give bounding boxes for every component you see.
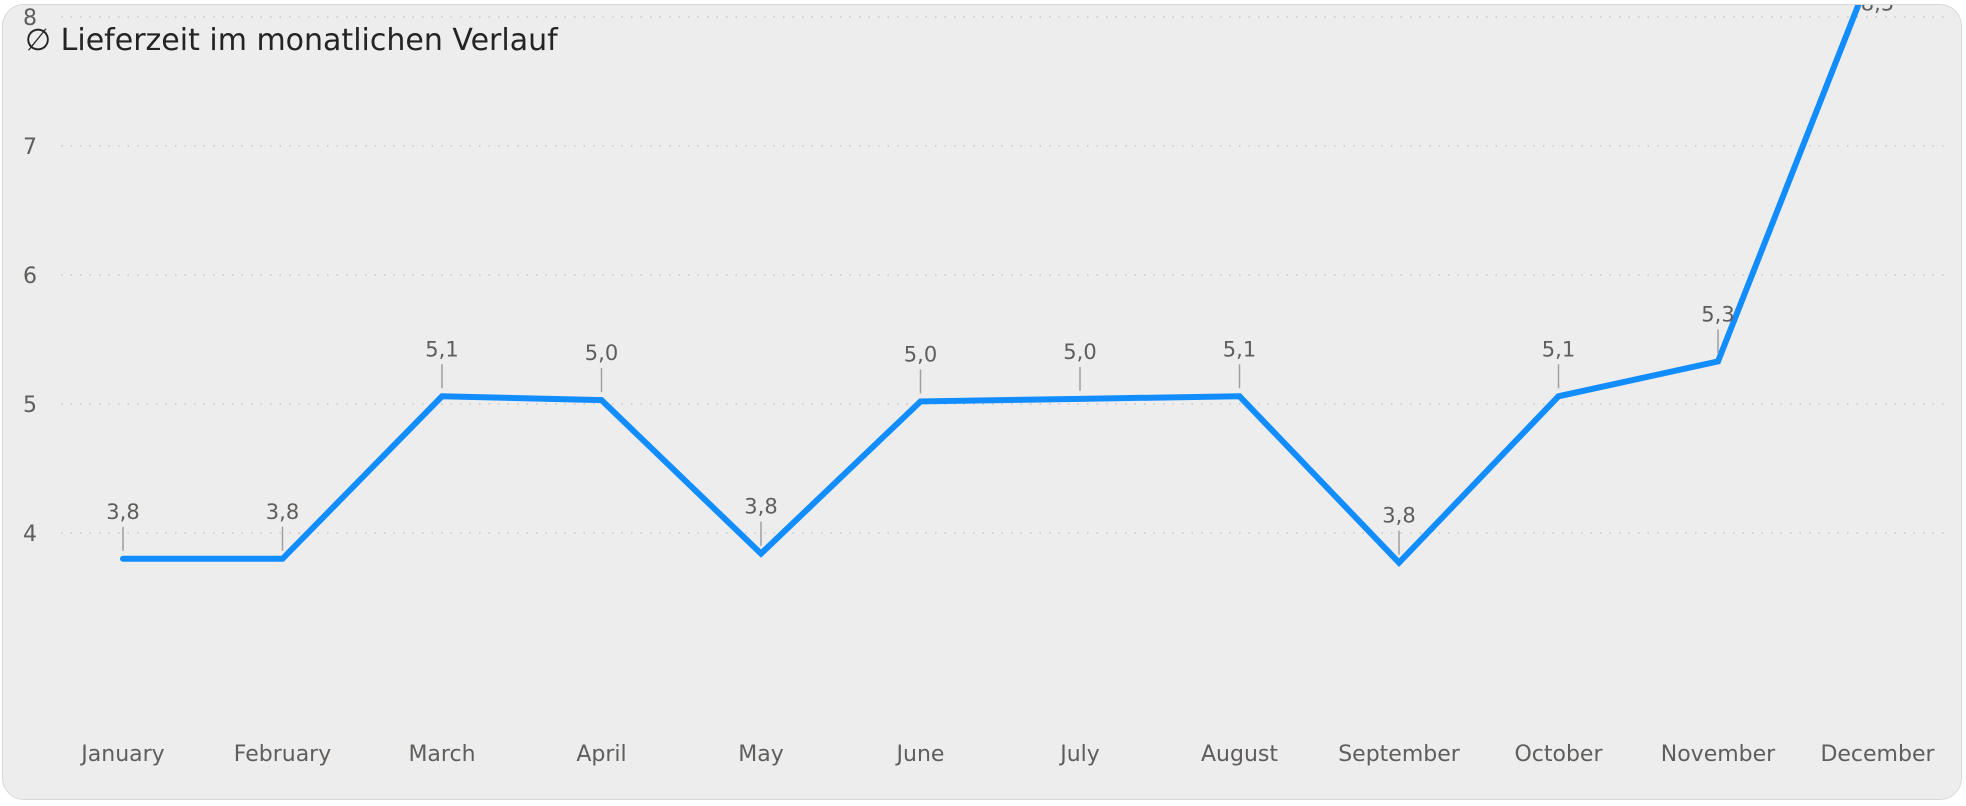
data-label: 3,8: [266, 500, 299, 524]
x-tick-label: April: [576, 742, 626, 767]
x-tick-label: March: [408, 742, 475, 767]
y-tick-label: 4: [23, 522, 37, 547]
x-tick-label: November: [1661, 742, 1776, 767]
data-label: 5,1: [1542, 337, 1575, 361]
data-label: 8,5: [1861, 5, 1894, 15]
series-line: [120, 5, 1862, 568]
data-label: 5,1: [425, 337, 458, 361]
y-tick-label: 7: [23, 135, 37, 160]
x-tick-label: August: [1201, 742, 1278, 767]
chart-title: ∅ Lieferzeit im monatlichen Verlauf: [25, 23, 558, 58]
data-label: 5,1: [1223, 337, 1256, 361]
x-tick-label: February: [234, 742, 332, 767]
chart-card: ∅ Lieferzeit im monatlichen Verlauf 4 5 6 7…: [2, 4, 1962, 800]
data-label: 3,8: [744, 495, 777, 519]
y-tick-label: 6: [23, 264, 37, 289]
y-tick-label: 8: [23, 6, 37, 31]
data-label: 3,8: [1382, 504, 1415, 528]
x-tick-label: June: [895, 742, 945, 767]
data-label: 5,0: [585, 341, 618, 365]
x-tick-label: December: [1820, 742, 1935, 767]
x-tick-label: October: [1514, 742, 1603, 767]
data-label: 5,0: [904, 342, 937, 366]
x-tick-label: September: [1338, 742, 1461, 767]
x-tick-label: May: [738, 742, 783, 767]
y-tick-label: 5: [23, 393, 37, 418]
data-label: 5,0: [1063, 340, 1096, 364]
line-chart: 4 5 6 7 8 January February March April May June Jul…: [23, 5, 1948, 767]
data-label: 5,3: [1701, 302, 1734, 326]
x-tick-label: January: [79, 742, 164, 767]
x-tick-label: July: [1058, 742, 1100, 767]
data-label: 3,8: [106, 500, 139, 524]
